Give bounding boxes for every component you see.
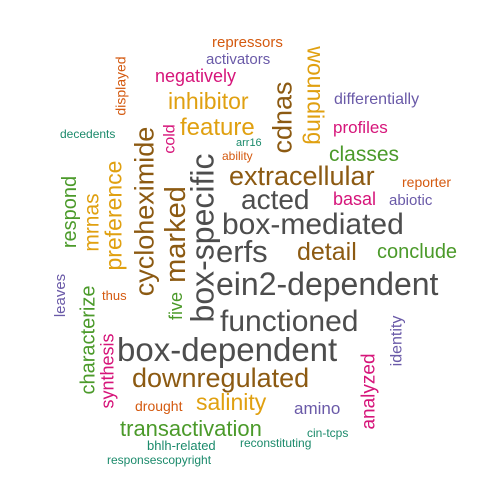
word-analyzed: analyzed bbox=[358, 352, 380, 430]
word-profiles: profiles bbox=[333, 118, 388, 137]
word-reconstituting: reconstituting bbox=[240, 436, 312, 450]
word-inhibitor: inhibitor bbox=[168, 88, 249, 114]
word-detail: detail bbox=[297, 238, 357, 266]
word-extracellular: extracellular bbox=[229, 161, 375, 191]
word-differentially: differentially bbox=[334, 91, 420, 108]
word-responsescopyright: responsescopyright bbox=[107, 453, 212, 467]
word-box-dependent: box-dependent bbox=[117, 331, 338, 368]
word-abiotic: abiotic bbox=[389, 192, 433, 209]
word-marked: marked bbox=[159, 185, 192, 283]
word-cycloheximide: cycloheximide bbox=[129, 126, 160, 296]
word-amino: amino bbox=[294, 399, 341, 418]
word-characterize: characterize bbox=[76, 285, 99, 395]
word-ability: ability bbox=[222, 149, 253, 163]
word-conclude: conclude bbox=[377, 241, 458, 263]
word-reporter: reporter bbox=[402, 174, 452, 190]
word-decedents: decedents bbox=[60, 127, 116, 141]
word-mrnas: mrnas bbox=[80, 192, 104, 252]
word-classes: classes bbox=[329, 143, 400, 166]
word-negatively: negatively bbox=[155, 66, 237, 86]
word-ein2-dependent: ein2-dependent bbox=[216, 266, 439, 302]
word-basal: basal bbox=[333, 189, 377, 209]
word-preference: preference bbox=[100, 160, 127, 270]
word-feature: feature bbox=[180, 114, 255, 141]
word-respond: respond bbox=[59, 175, 82, 249]
word-transactivation: transactivation bbox=[120, 416, 262, 441]
word-repressors: repressors bbox=[212, 34, 283, 51]
word-synthesis: synthesis bbox=[97, 333, 118, 409]
word-displayed: displayed bbox=[112, 56, 129, 116]
word-box-mediated: box-mediated bbox=[222, 208, 404, 241]
word-salinity: salinity bbox=[196, 389, 267, 415]
word-activators: activators bbox=[206, 51, 271, 68]
word-bhlh-related: bhlh-related bbox=[147, 438, 216, 453]
word-acted: acted bbox=[241, 184, 310, 215]
word-erfs: erfs bbox=[216, 234, 268, 269]
word-downregulated: downregulated bbox=[132, 363, 310, 393]
word-five: five bbox=[166, 291, 187, 321]
word-drought: drought bbox=[135, 398, 183, 414]
word-identity: identity bbox=[387, 315, 405, 367]
word-cdnas: cdnas bbox=[267, 80, 298, 154]
word-cin-tcps: cin-tcps bbox=[307, 426, 349, 440]
word-leaves: leaves bbox=[51, 273, 69, 317]
word-cold: cold bbox=[161, 124, 179, 154]
word-wounding: wounding bbox=[302, 45, 329, 145]
word-thus: thus bbox=[102, 288, 127, 303]
word-functioned: functioned bbox=[220, 305, 359, 338]
word-arr16: arr16 bbox=[236, 137, 262, 149]
